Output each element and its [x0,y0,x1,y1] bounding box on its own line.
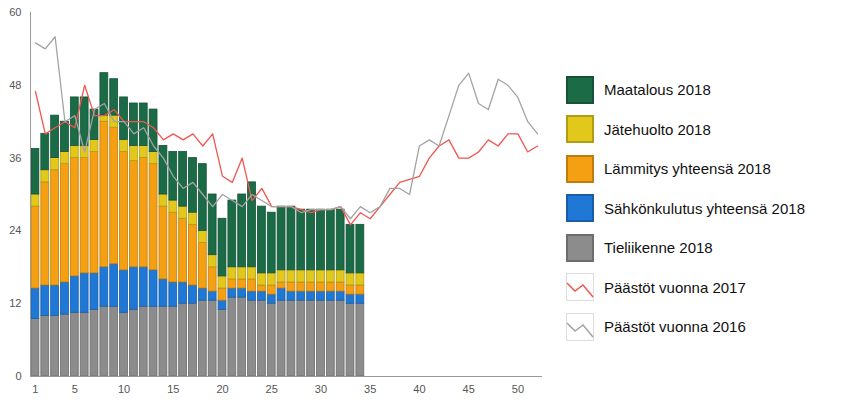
svg-text:36: 36 [9,152,21,164]
svg-text:1: 1 [32,383,38,395]
svg-text:50: 50 [512,383,524,395]
svg-text:60: 60 [9,6,21,18]
html-text:Tieliikenne 2018: Tieliikenne 2018 [604,239,713,257]
html-text:Päästöt vuonna 2016: Päästöt vuonna 2016 [604,318,746,336]
svg-text:5: 5 [72,383,78,395]
html-text:Lämmitys yhteensä 2018: Lämmitys yhteensä 2018 [604,160,771,178]
svg-text:40: 40 [413,383,425,395]
svg-text:35: 35 [364,383,376,395]
html-text:Jätehuolto 2018: Jätehuolto 2018 [604,120,711,138]
svg-text:20: 20 [216,383,228,395]
svg-text:25: 25 [266,383,278,395]
html-text:Päästöt vuonna 2017: Päästöt vuonna 2017 [604,278,746,296]
svg-text:10: 10 [118,383,130,395]
svg-text:30: 30 [315,383,327,395]
svg-text:15: 15 [167,383,179,395]
svg-text:45: 45 [463,383,475,395]
svg-text:12: 12 [9,297,21,309]
html-text:Maatalous 2018: Maatalous 2018 [604,81,711,99]
svg-text:0: 0 [15,370,21,382]
svg-text:24: 24 [9,224,21,236]
html-text:Sähkönkulutus yhteensä 2018: Sähkönkulutus yhteensä 2018 [604,199,805,217]
svg-text:48: 48 [9,79,21,91]
